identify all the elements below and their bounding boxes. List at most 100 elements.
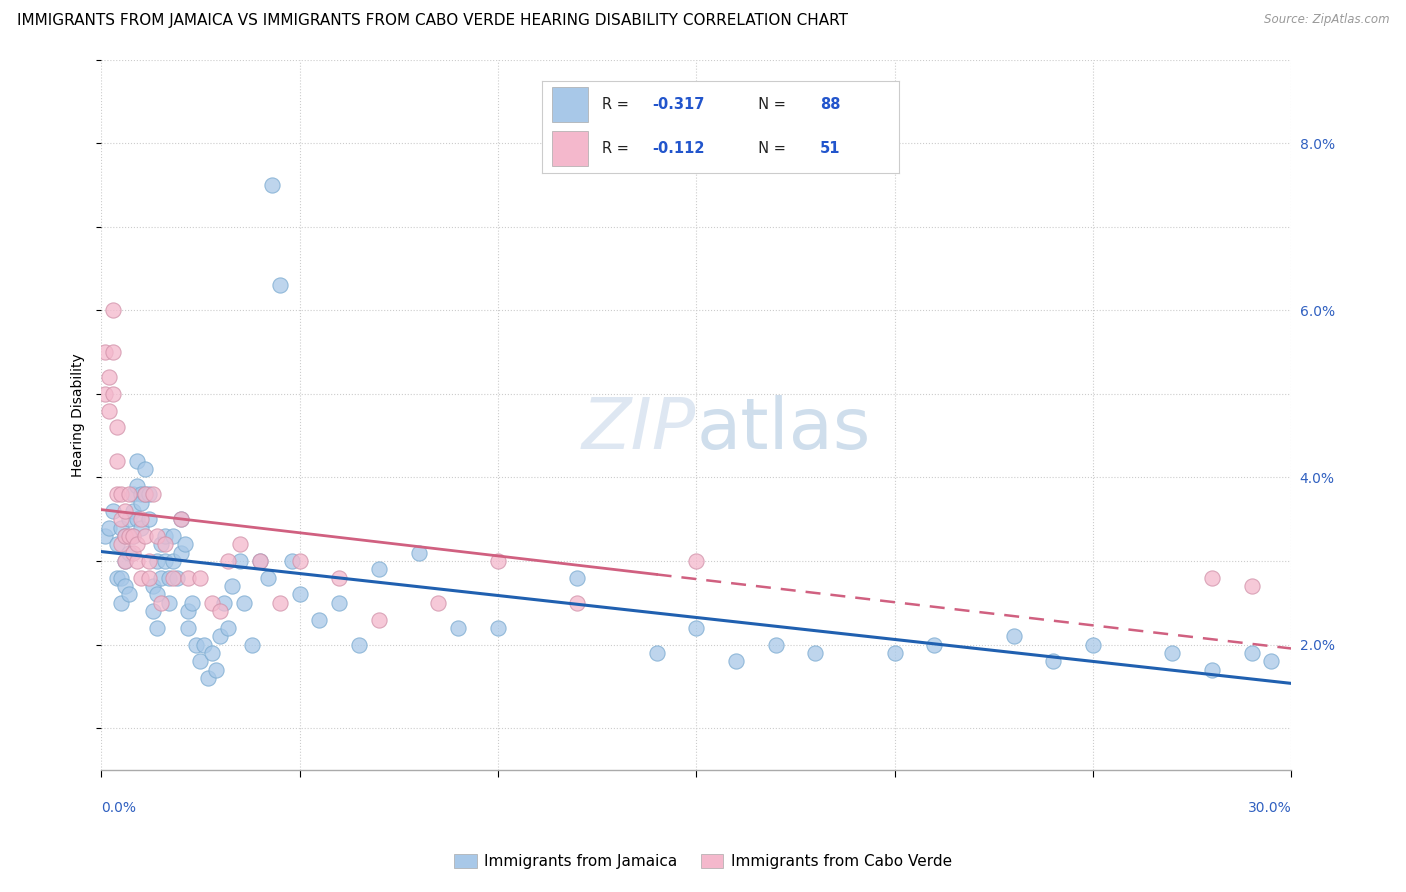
Text: Source: ZipAtlas.com: Source: ZipAtlas.com <box>1264 13 1389 27</box>
Point <box>129 521 152 535</box>
Point <box>162 529 184 543</box>
Point <box>229 554 252 568</box>
Point <box>110 521 132 535</box>
Point <box>125 537 148 551</box>
Point <box>114 529 136 543</box>
Point <box>1240 579 1263 593</box>
Point <box>1240 646 1263 660</box>
Point <box>110 487 132 501</box>
Point <box>134 487 156 501</box>
Legend: Immigrants from Jamaica, Immigrants from Cabo Verde: Immigrants from Jamaica, Immigrants from… <box>447 848 959 875</box>
Point <box>280 554 302 568</box>
Point <box>145 621 167 635</box>
Point <box>98 370 121 384</box>
Point <box>101 303 124 318</box>
Y-axis label: Hearing Disability: Hearing Disability <box>72 353 86 476</box>
Point <box>101 345 124 359</box>
Point <box>328 596 350 610</box>
Point <box>197 671 219 685</box>
Point <box>105 487 128 501</box>
Point <box>114 529 136 543</box>
Point <box>162 571 184 585</box>
Point <box>101 504 124 518</box>
Point <box>138 487 160 501</box>
Point <box>190 571 212 585</box>
Text: atlas: atlas <box>696 394 870 464</box>
Point <box>567 596 589 610</box>
Point <box>486 621 509 635</box>
Point <box>149 596 172 610</box>
Point <box>1201 663 1223 677</box>
Point <box>118 546 141 560</box>
Point <box>1081 638 1104 652</box>
Point <box>122 487 145 501</box>
Point <box>145 587 167 601</box>
Point <box>1002 629 1025 643</box>
Point <box>685 621 707 635</box>
Point <box>145 554 167 568</box>
Point <box>201 596 224 610</box>
Point <box>114 554 136 568</box>
Text: ZIP: ZIP <box>582 394 696 464</box>
Point <box>447 621 470 635</box>
Point <box>169 546 191 560</box>
Point <box>685 554 707 568</box>
Point <box>142 604 165 618</box>
Point <box>122 504 145 518</box>
Point <box>138 554 160 568</box>
Point <box>134 487 156 501</box>
Point <box>249 554 271 568</box>
Point <box>98 403 121 417</box>
Point <box>201 646 224 660</box>
Point <box>129 487 152 501</box>
Point <box>110 596 132 610</box>
Point <box>94 345 117 359</box>
Point <box>169 512 191 526</box>
Point <box>347 638 370 652</box>
Text: 30.0%: 30.0% <box>1247 800 1291 814</box>
Point <box>145 529 167 543</box>
Text: 0.0%: 0.0% <box>101 800 136 814</box>
Point <box>256 571 278 585</box>
Point <box>118 512 141 526</box>
Point <box>205 663 228 677</box>
Point <box>567 571 589 585</box>
Point <box>240 638 263 652</box>
Point <box>367 613 389 627</box>
Point <box>157 596 180 610</box>
Point <box>149 571 172 585</box>
Point <box>221 579 243 593</box>
Point <box>153 529 176 543</box>
Point <box>110 512 132 526</box>
Point <box>94 387 117 401</box>
Point <box>118 487 141 501</box>
Point <box>105 537 128 551</box>
Point <box>125 454 148 468</box>
Point <box>134 462 156 476</box>
Point <box>288 554 311 568</box>
Point <box>153 537 176 551</box>
Point <box>804 646 827 660</box>
Point <box>1042 654 1064 668</box>
Point <box>114 579 136 593</box>
Point <box>883 646 905 660</box>
Point <box>134 529 156 543</box>
Point <box>142 579 165 593</box>
Point <box>288 587 311 601</box>
Point <box>269 596 291 610</box>
Point <box>122 529 145 543</box>
Point <box>1201 571 1223 585</box>
Point <box>94 529 117 543</box>
Point <box>110 571 132 585</box>
Point <box>249 554 271 568</box>
Point <box>408 546 430 560</box>
Point <box>105 571 128 585</box>
Point <box>181 596 204 610</box>
Point <box>177 604 200 618</box>
Point <box>260 178 283 192</box>
Point <box>217 621 239 635</box>
Point <box>125 554 148 568</box>
Point <box>212 596 235 610</box>
Text: IMMIGRANTS FROM JAMAICA VS IMMIGRANTS FROM CABO VERDE HEARING DISABILITY CORRELA: IMMIGRANTS FROM JAMAICA VS IMMIGRANTS FR… <box>17 13 848 29</box>
Point <box>122 529 145 543</box>
